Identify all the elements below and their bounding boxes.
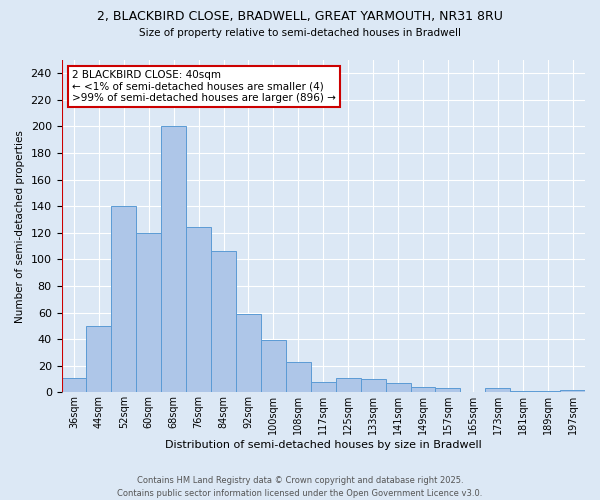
- Bar: [386, 383, 410, 392]
- Bar: [211, 252, 236, 392]
- Text: Size of property relative to semi-detached houses in Bradwell: Size of property relative to semi-detach…: [139, 28, 461, 38]
- X-axis label: Distribution of semi-detached houses by size in Bradwell: Distribution of semi-detached houses by …: [165, 440, 482, 450]
- Text: 2, BLACKBIRD CLOSE, BRADWELL, GREAT YARMOUTH, NR31 8RU: 2, BLACKBIRD CLOSE, BRADWELL, GREAT YARM…: [97, 10, 503, 23]
- Bar: [336, 378, 361, 392]
- Bar: [136, 233, 161, 392]
- Bar: [86, 326, 112, 392]
- Bar: [112, 206, 136, 392]
- Bar: [311, 382, 336, 392]
- Bar: [535, 391, 560, 392]
- Bar: [410, 387, 436, 392]
- Bar: [62, 378, 86, 392]
- Text: Contains HM Land Registry data © Crown copyright and database right 2025.
Contai: Contains HM Land Registry data © Crown c…: [118, 476, 482, 498]
- Text: 2 BLACKBIRD CLOSE: 40sqm
← <1% of semi-detached houses are smaller (4)
>99% of s: 2 BLACKBIRD CLOSE: 40sqm ← <1% of semi-d…: [72, 70, 336, 103]
- Bar: [510, 391, 535, 392]
- Bar: [261, 340, 286, 392]
- Bar: [186, 228, 211, 392]
- Bar: [236, 314, 261, 392]
- Bar: [361, 379, 386, 392]
- Bar: [436, 388, 460, 392]
- Y-axis label: Number of semi-detached properties: Number of semi-detached properties: [15, 130, 25, 322]
- Bar: [286, 362, 311, 392]
- Bar: [485, 388, 510, 392]
- Bar: [161, 126, 186, 392]
- Bar: [560, 390, 585, 392]
